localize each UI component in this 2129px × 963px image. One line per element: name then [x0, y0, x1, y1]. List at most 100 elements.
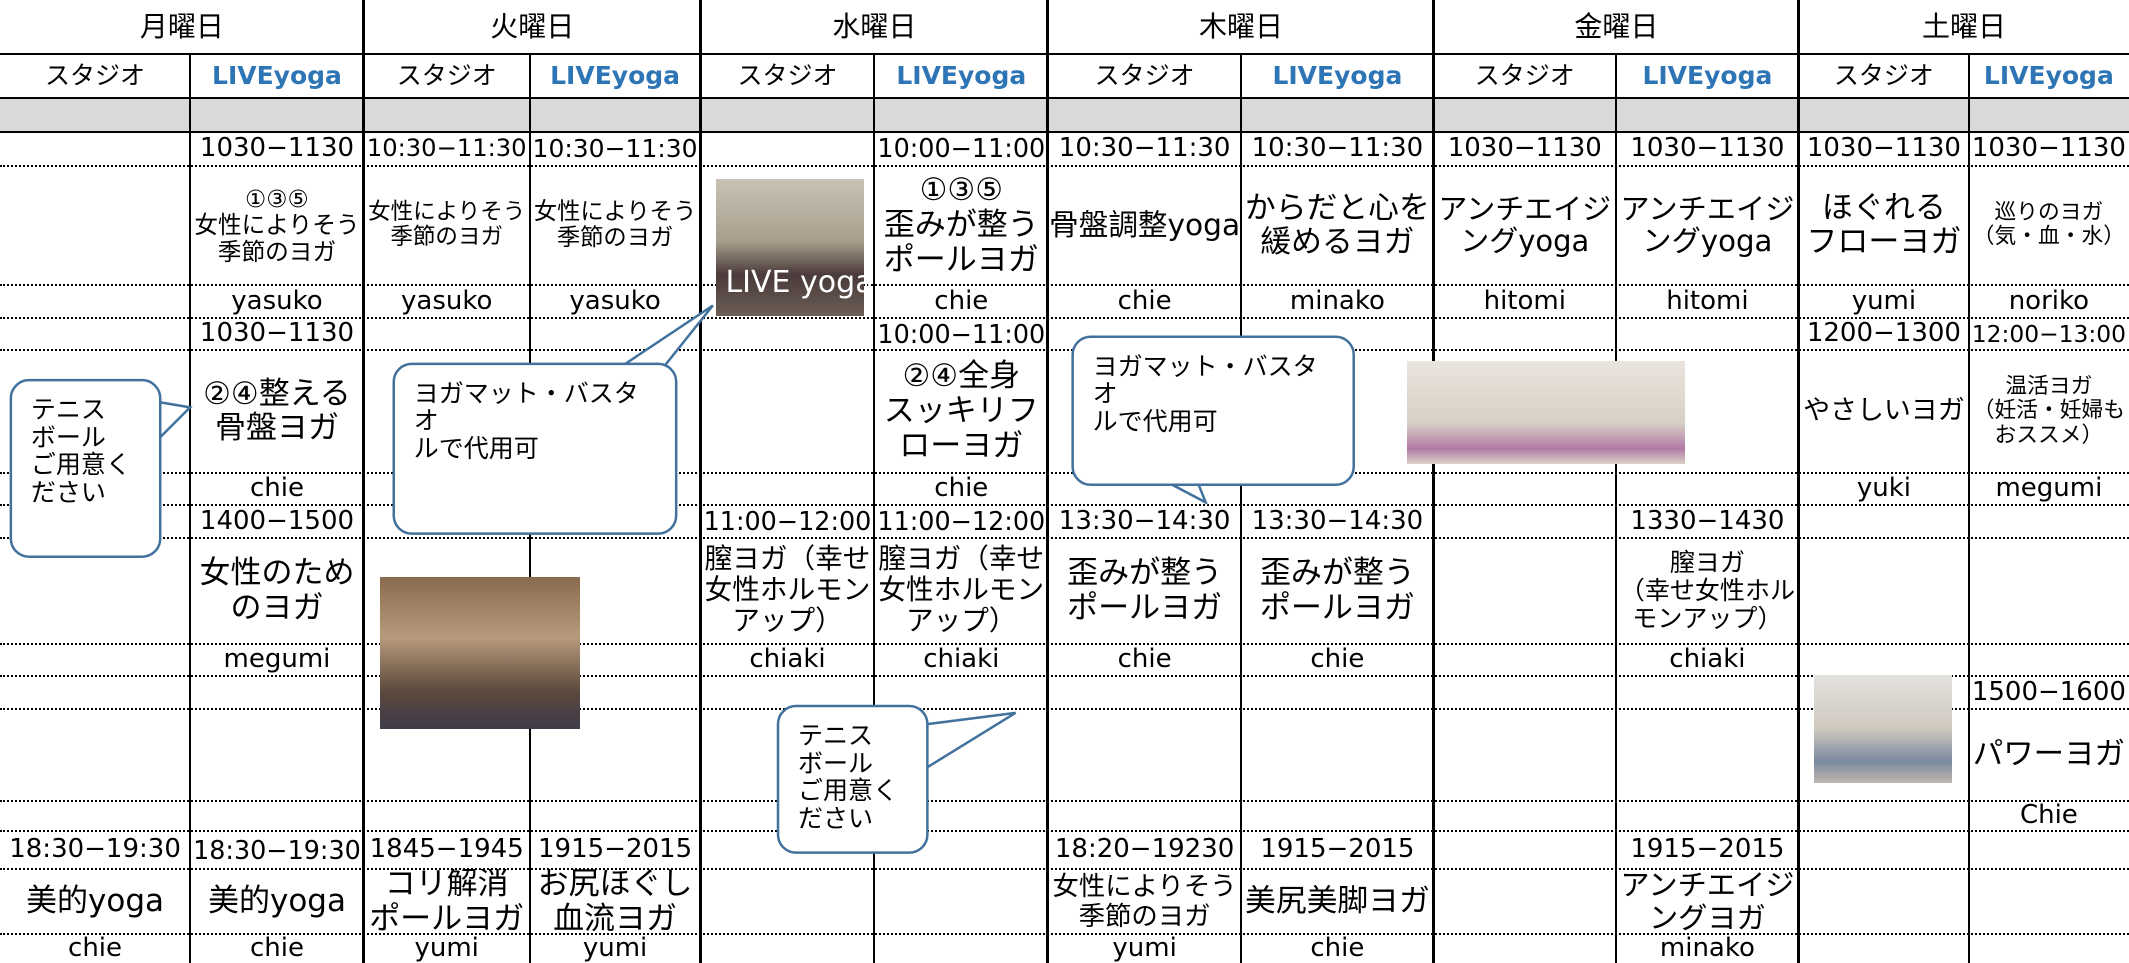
time-cell: 1030−1130 [1971, 133, 2126, 164]
callout-text: ヨガマット・バスタオ ルで代用可 [413, 378, 639, 463]
callout-shape [9, 378, 162, 558]
teacher-cell: chie [249, 934, 304, 963]
class-cell: 女性によりそう 季節のヨガ [1052, 870, 1237, 932]
class-cell: 膣ヨガ（幸せ 女性ホルモン アップ） [878, 542, 1045, 638]
day-border [1431, 0, 1435, 963]
sub-header: LIVEyoga [550, 61, 681, 91]
time-cell: 18:30−19:30 [9, 834, 181, 865]
sub-header: スタジオ [737, 61, 838, 91]
class-cell: 女性によりそう 季節のヨガ [368, 199, 526, 251]
sub-header: スタジオ [1094, 61, 1195, 91]
photo [1813, 674, 1953, 784]
time-cell: 13:30−14:30 [1251, 505, 1424, 536]
time-cell: 1915−2015 [538, 834, 693, 865]
time-cell: 1030−1130 [1630, 133, 1785, 164]
day-border [698, 0, 702, 963]
time-cell: 10:30−11:30 [1058, 133, 1231, 164]
time-cell: 10:30−11:30 [532, 133, 698, 163]
class-cell: 巡りのヨガ （気・血・水） [1972, 200, 2125, 250]
teacher-cell: yasuko [401, 285, 493, 316]
callout-text: ヨガマット・バスタオ ルで代用可 [1092, 351, 1318, 436]
time-cell: 1845−1945 [369, 834, 524, 865]
row-line [0, 675, 2129, 678]
time-cell: 11:00−12:00 [877, 506, 1046, 537]
sub-header: LIVEyoga [1272, 61, 1403, 91]
teacher-cell: hitomi [1483, 285, 1566, 316]
teacher-cell: chie [1117, 644, 1172, 675]
row-line [0, 504, 2129, 507]
class-cell: ②④全身 スッキリフ ローヨガ [883, 358, 1039, 464]
column-border [1614, 54, 1617, 963]
day-header: 金曜日 [1574, 10, 1659, 44]
row-line [0, 800, 2129, 803]
teacher-cell: Chie [2019, 801, 2078, 831]
time-cell: 1330−1430 [1630, 505, 1785, 536]
column-border [1967, 54, 1970, 963]
time-cell: 1500−1600 [1971, 676, 2126, 707]
header-line [0, 53, 2129, 56]
callout-shape [1071, 335, 1355, 486]
callout-shape [392, 362, 678, 535]
header-line [0, 96, 2129, 99]
teacher-cell: chiaki [923, 644, 1000, 675]
teacher-cell: megumi [223, 644, 331, 675]
teacher-cell: yasuko [569, 285, 661, 316]
teacher-cell: chie [68, 934, 123, 963]
sub-header: スタジオ [396, 61, 497, 91]
class-cell: 美尻美脚ヨガ [1245, 883, 1430, 920]
teacher-cell: minako [1659, 934, 1755, 963]
class-cell: ①③⑤ 女性によりそう 季節のヨガ [194, 184, 360, 266]
class-cell: 歪みが整う ポールヨガ [1067, 554, 1223, 626]
day-border [361, 0, 365, 963]
class-cell: 温活ヨガ （妊活・妊婦も おススメ） [1972, 373, 2125, 448]
day-header: 火曜日 [490, 10, 575, 44]
class-cell: 美的yoga [26, 883, 165, 920]
row-line [0, 349, 2129, 352]
day-header: 木曜日 [1199, 10, 1284, 44]
callout-text: テニス ボール ご用意く ださい [798, 721, 899, 833]
row-line [0, 164, 2129, 167]
day-header: 月曜日 [139, 10, 224, 44]
class-cell: 膣ヨガ （幸せ女性ホル モンアップ） [1619, 547, 1796, 633]
class-cell: 美的yoga [207, 883, 346, 920]
class-cell: 女性によりそう 季節のヨガ [533, 198, 697, 252]
time-cell: 1915−2015 [1260, 834, 1415, 865]
class-cell: 膣ヨガ（幸せ 女性ホルモン アップ） [704, 542, 871, 638]
time-cell: 10:00−11:00 [877, 318, 1046, 349]
class-cell: 骨盤調整yoga [1049, 207, 1241, 242]
time-cell: 1030−1130 [199, 133, 355, 164]
time-cell: 10:30−11:30 [1251, 133, 1424, 164]
time-cell: 10:30−11:30 [366, 134, 527, 163]
class-cell: アンチエイジ ングyoga [1438, 191, 1612, 259]
day-header: 水曜日 [832, 10, 917, 44]
teacher-cell: chie [249, 473, 304, 504]
photo-caption: LIVE yoga [725, 265, 874, 301]
header-line [0, 130, 2129, 133]
time-cell: 1030−1130 [1447, 133, 1602, 164]
class-cell: からだと心を 緩めるヨガ [1245, 189, 1430, 261]
row-line [0, 536, 2129, 539]
class-cell: ほぐれる フローヨガ [1806, 189, 1962, 261]
row-line [0, 471, 2129, 474]
row-line [0, 316, 2129, 319]
column-border [873, 54, 876, 963]
photo [1406, 361, 1685, 465]
row-line [0, 707, 2129, 710]
class-cell: コリ解消 ポールヨガ [369, 868, 525, 935]
teacher-cell: yumi [1851, 285, 1917, 316]
teacher-cell: chie [1310, 934, 1365, 963]
row-line [0, 642, 2129, 645]
column-border [1240, 54, 1242, 963]
teacher-cell: noriko [2008, 285, 2090, 316]
row-line [0, 284, 2129, 287]
teacher-cell: yumi [582, 934, 648, 963]
sub-header: LIVEyoga [1642, 61, 1773, 91]
time-cell: 13:30−14:30 [1058, 505, 1231, 536]
sub-header: スタジオ [45, 61, 146, 91]
time-cell: 1030−1130 [1806, 133, 1961, 164]
time-cell: 10:00−11:00 [877, 133, 1046, 164]
teacher-cell: yumi [1112, 934, 1177, 963]
time-cell: 1915−2015 [1630, 834, 1785, 865]
column-border [189, 54, 192, 963]
